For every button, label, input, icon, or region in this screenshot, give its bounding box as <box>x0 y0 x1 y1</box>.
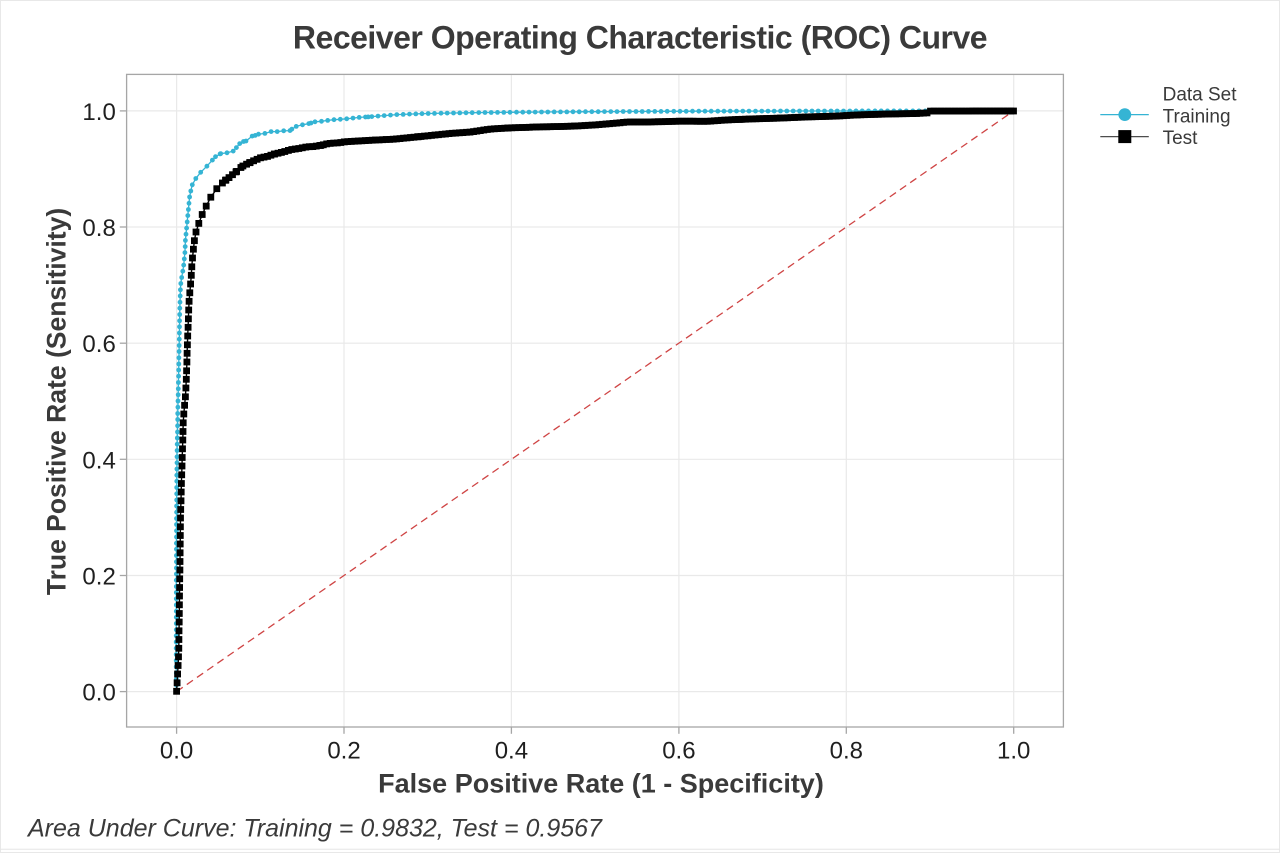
svg-text:0.4: 0.4 <box>495 738 528 765</box>
svg-text:False Positive Rate (1 - Speci: False Positive Rate (1 - Specificity) <box>378 769 824 799</box>
svg-text:0.8: 0.8 <box>82 215 115 242</box>
svg-text:Test: Test <box>1163 128 1199 149</box>
svg-text:Area Under Curve: Training = 0: Area Under Curve: Training = 0.9832, Tes… <box>26 815 603 843</box>
svg-text:0.8: 0.8 <box>830 738 863 765</box>
svg-text:0.2: 0.2 <box>327 738 360 765</box>
svg-text:1.0: 1.0 <box>997 738 1030 765</box>
svg-text:0.6: 0.6 <box>82 331 115 358</box>
svg-text:0.6: 0.6 <box>662 738 695 765</box>
svg-text:0.0: 0.0 <box>160 738 193 765</box>
svg-text:0.4: 0.4 <box>82 447 115 474</box>
svg-text:Training: Training <box>1163 106 1231 127</box>
svg-text:0.0: 0.0 <box>82 680 115 707</box>
svg-text:Receiver Operating Characteris: Receiver Operating Characteristic (ROC) … <box>293 20 987 56</box>
svg-text:0.2: 0.2 <box>82 564 115 591</box>
svg-text:1.0: 1.0 <box>82 99 115 126</box>
svg-text:True Positive Rate (Sensitivit: True Positive Rate (Sensitivity) <box>41 208 71 595</box>
svg-text:Data Set: Data Set <box>1163 85 1238 106</box>
